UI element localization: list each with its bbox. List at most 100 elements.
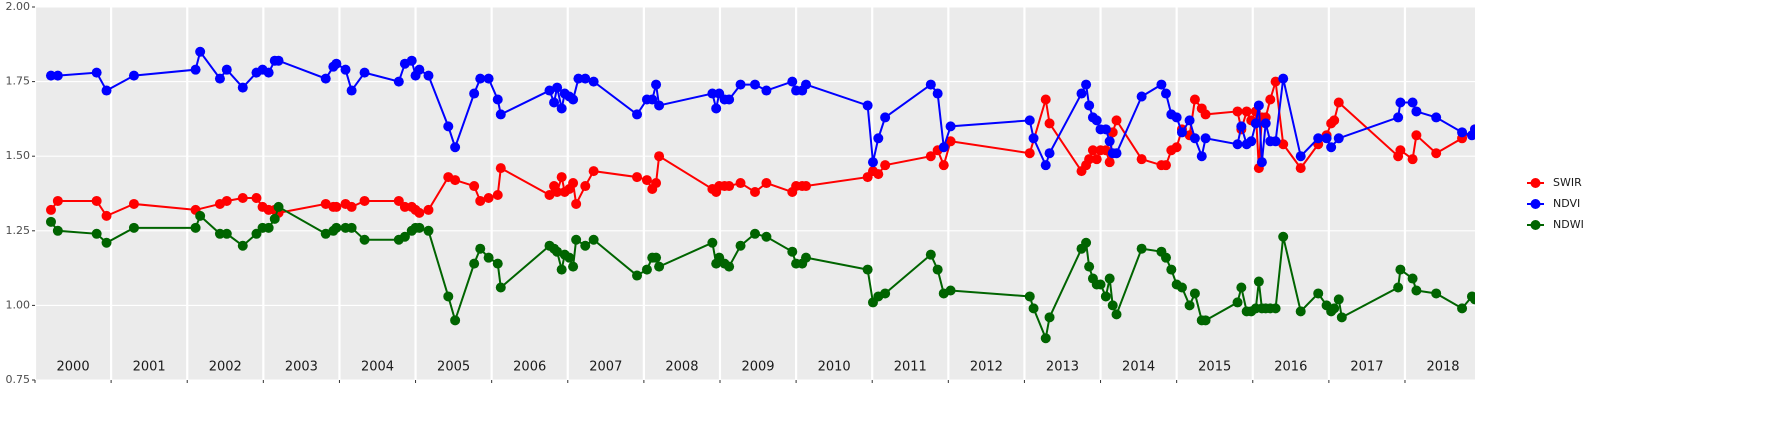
point — [1246, 136, 1257, 147]
point — [1104, 136, 1115, 147]
point — [101, 237, 112, 248]
y-tick-label: 1.75 — [6, 75, 31, 88]
point — [800, 252, 811, 263]
point — [1091, 154, 1102, 165]
year-label: 2006 — [513, 360, 546, 375]
point — [1256, 157, 1267, 168]
point — [867, 157, 878, 168]
point — [1457, 303, 1468, 314]
point — [1081, 237, 1092, 248]
point — [475, 73, 486, 84]
point — [52, 225, 63, 236]
point — [443, 291, 454, 302]
point — [1321, 133, 1332, 144]
point — [1336, 312, 1347, 323]
point — [735, 240, 746, 251]
point — [450, 315, 461, 326]
point — [1278, 139, 1289, 150]
point — [1100, 124, 1111, 135]
point — [346, 222, 357, 233]
point — [1044, 148, 1055, 159]
point — [1200, 133, 1211, 144]
point — [1278, 73, 1289, 84]
point — [52, 195, 63, 206]
point — [1104, 273, 1115, 284]
point — [707, 237, 718, 248]
year-label: 2001 — [133, 360, 166, 375]
point — [1260, 118, 1271, 129]
point — [359, 195, 370, 206]
year-label: 2002 — [209, 360, 242, 375]
point — [568, 178, 579, 189]
point — [552, 187, 563, 198]
legend-label: NDVI — [1553, 197, 1580, 210]
point — [1091, 115, 1102, 126]
point — [724, 261, 735, 272]
year-label: 2000 — [57, 360, 90, 375]
point — [1076, 88, 1087, 99]
point — [862, 264, 873, 275]
point — [1136, 91, 1147, 102]
point — [552, 246, 563, 257]
point — [571, 234, 582, 245]
axes: 0.75 1.00 1.25 1.50 1.75 2.00 2000 2001 2002 2003… — [6, 0, 1460, 386]
point — [1265, 94, 1276, 105]
point — [221, 64, 232, 75]
point — [1156, 79, 1167, 90]
point — [1171, 142, 1182, 153]
point — [1457, 127, 1468, 138]
year-label: 2014 — [1122, 360, 1155, 375]
point — [1087, 145, 1098, 156]
year-label: 2018 — [1426, 360, 1459, 375]
point — [450, 175, 461, 186]
year-label: 2003 — [285, 360, 318, 375]
point — [761, 178, 772, 189]
point — [880, 160, 891, 171]
year-label: 2005 — [437, 360, 470, 375]
point — [1184, 300, 1195, 311]
point — [1176, 127, 1187, 138]
point — [443, 121, 454, 132]
point — [495, 282, 506, 293]
point — [1270, 136, 1281, 147]
point — [1395, 145, 1406, 156]
point — [273, 201, 284, 212]
point — [938, 142, 949, 153]
point — [414, 222, 425, 233]
point — [1431, 148, 1442, 159]
legend-swatch — [1530, 178, 1541, 188]
point — [800, 181, 811, 192]
point — [1104, 157, 1115, 168]
point — [761, 231, 772, 242]
point — [331, 58, 342, 69]
point — [359, 234, 370, 245]
point — [873, 133, 884, 144]
point — [1044, 118, 1055, 129]
point — [932, 264, 943, 275]
point — [237, 82, 248, 93]
point — [483, 192, 494, 203]
point — [1111, 115, 1122, 126]
point — [1329, 303, 1340, 314]
point — [1270, 76, 1281, 87]
point — [1232, 297, 1243, 308]
point — [1329, 115, 1340, 126]
point — [1411, 106, 1422, 117]
point — [1081, 79, 1092, 90]
point — [1171, 112, 1182, 123]
point — [1326, 142, 1337, 153]
point — [1111, 309, 1122, 320]
point — [641, 264, 652, 275]
point — [251, 192, 262, 203]
point — [469, 181, 480, 192]
point — [414, 207, 425, 218]
year-label: 2007 — [589, 360, 622, 375]
legend: SWIR NDVI NDWI — [1527, 176, 1584, 231]
point — [101, 85, 112, 96]
point — [1411, 285, 1422, 296]
point — [761, 85, 772, 96]
point — [91, 195, 102, 206]
year-label: 2009 — [741, 360, 774, 375]
point — [1176, 282, 1187, 293]
